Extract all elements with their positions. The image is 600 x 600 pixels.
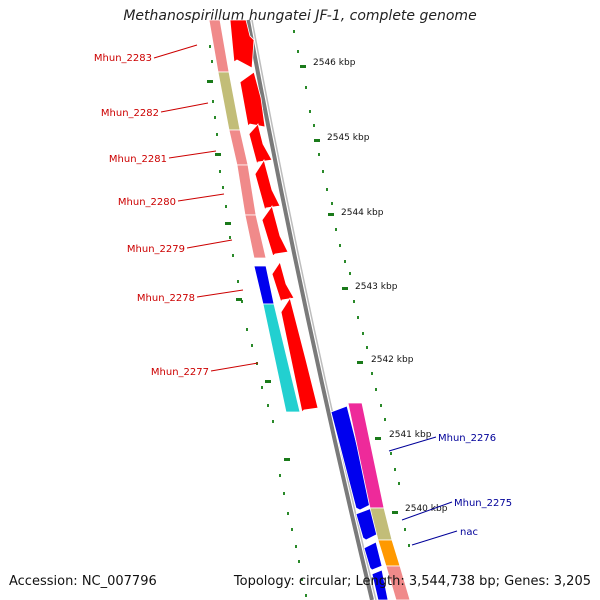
genome-backbone <box>246 19 377 600</box>
tick-label: 2544 kbp <box>341 208 384 218</box>
gene-label: Mhun_2283 <box>94 53 152 64</box>
gene-arrow <box>280 297 319 413</box>
tick-label: 2546 kbp <box>313 58 356 68</box>
genome-summary: Topology: circular; Length: 3,544,738 bp… <box>233 574 591 589</box>
gene-arrow <box>239 71 266 128</box>
gene-arrow <box>330 405 373 511</box>
gene-label: Mhun_2276 <box>438 433 496 444</box>
gene-arrow <box>248 123 273 166</box>
gene-arrow <box>254 159 281 212</box>
gene-arrow <box>363 541 383 571</box>
tick-marks <box>207 65 398 514</box>
gene-label: nac <box>460 527 478 538</box>
reverse-genes <box>330 405 389 600</box>
forward-genes <box>229 19 319 413</box>
accession-label: Accession: NC_007796 <box>9 574 157 589</box>
left-gene-labels: Mhun_2283 Mhun_2282 Mhun_2281 Mhun_2280 … <box>94 53 209 378</box>
tick-labels: 2546 kbp 2545 kbp 2544 kbp 2543 kbp 2542… <box>313 58 448 514</box>
right-label-leaders <box>388 436 458 546</box>
gene-label: Mhun_2279 <box>127 244 185 255</box>
tick-label: 2542 kbp <box>371 355 414 365</box>
gene-label: Mhun_2278 <box>137 293 195 304</box>
gene-label: Mhun_2280 <box>118 197 176 208</box>
tick-label: 2543 kbp <box>355 282 398 292</box>
cog-track-forward <box>208 19 301 413</box>
cog-track-reverse <box>347 402 411 600</box>
tick-label: 2545 kbp <box>327 133 370 143</box>
gene-label: Mhun_2275 <box>454 498 512 509</box>
gene-arrow <box>271 261 295 304</box>
left-label-leaders <box>153 44 259 372</box>
gene-label: Mhun_2277 <box>151 367 209 378</box>
gene-label: Mhun_2282 <box>101 108 159 119</box>
gene-arrow <box>229 19 255 69</box>
tick-dots <box>209 30 410 597</box>
gene-label: Mhun_2281 <box>109 154 167 165</box>
tick-label: 2540 kbp <box>405 504 448 514</box>
right-gene-labels: Mhun_2276 Mhun_2275 nac <box>438 433 512 538</box>
gene-arrow <box>261 205 289 257</box>
gene-arrow <box>371 569 389 600</box>
tick-label: 2541 kbp <box>389 430 432 440</box>
